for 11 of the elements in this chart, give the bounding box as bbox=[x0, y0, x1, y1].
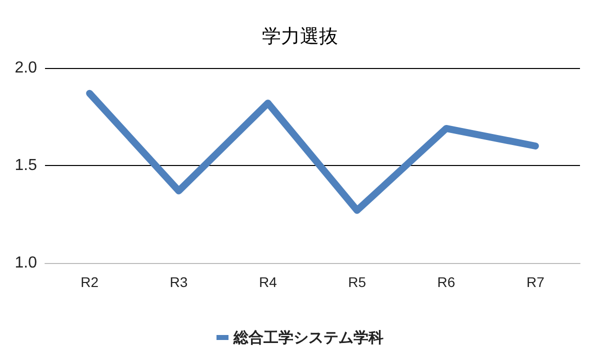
chart-title: 学力選抜 bbox=[262, 26, 338, 48]
x-tick-label: R7 bbox=[526, 274, 545, 290]
x-tick-label: R5 bbox=[348, 274, 366, 290]
x-tick-label: R2 bbox=[80, 274, 99, 290]
y-tick-label: 1.0 bbox=[14, 254, 38, 272]
x-tick-label: R3 bbox=[170, 274, 188, 290]
y-tick-label: 2.0 bbox=[14, 60, 38, 76]
y-tick-label: 1.5 bbox=[14, 157, 38, 174]
legend-label: 総合工学システム学科 bbox=[232, 328, 384, 346]
x-tick-label: R6 bbox=[437, 274, 456, 290]
x-tick-label: R4 bbox=[258, 274, 278, 290]
